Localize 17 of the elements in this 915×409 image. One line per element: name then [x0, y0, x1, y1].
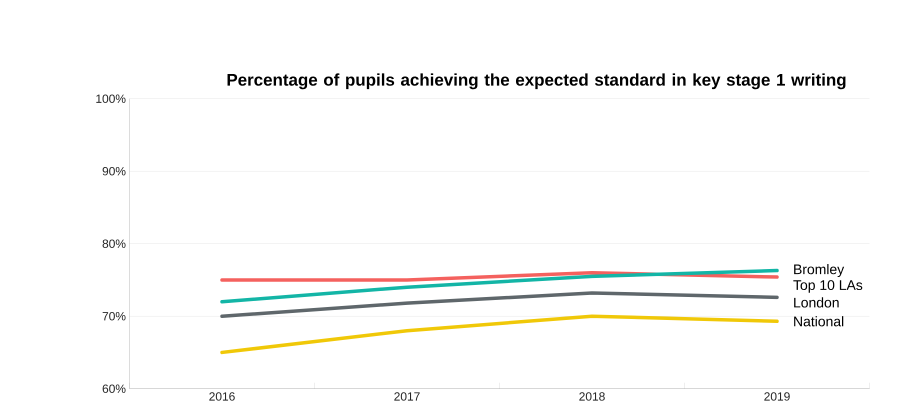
series-label: National	[794, 316, 844, 326]
y-tick-label: 100%	[96, 94, 126, 103]
line-series	[220, 291, 779, 318]
y-tick-label: 70%	[102, 312, 126, 320]
y-tick-label: 90%	[102, 166, 126, 176]
x-tick-label: 2019	[764, 392, 790, 401]
line-series	[220, 314, 779, 354]
series-label: London	[794, 297, 839, 308]
line-series	[220, 268, 779, 304]
x-tick-label: 2018	[579, 392, 605, 401]
chart-title: Percentage of pupils achieving the expected standard in key stage 1 writing	[228, 73, 846, 90]
y-tick-label: 80%	[102, 239, 126, 248]
y-tick-label: 60%	[102, 384, 126, 393]
series-label: Top 10 LAs	[793, 280, 862, 293]
x-tick-label: 2017	[394, 392, 420, 401]
series-label: Bromley	[794, 264, 844, 278]
x-tick-label: 2016	[209, 392, 235, 401]
